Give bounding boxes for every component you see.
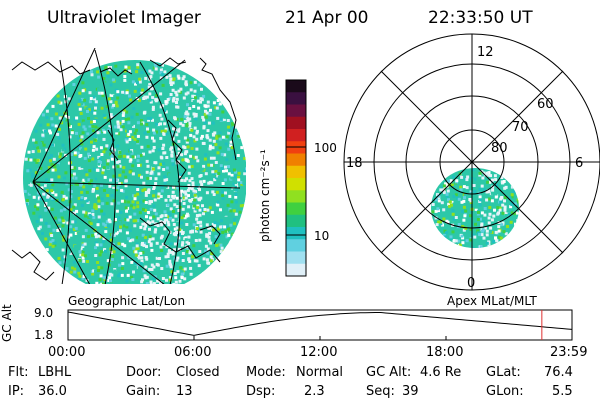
geographic-caption: Geographic Lat/Lon: [68, 294, 186, 308]
colorbar-segment: [286, 214, 306, 228]
colorbar-segment: [286, 190, 306, 203]
timeline-xtick-1200: 12:00: [300, 345, 338, 360]
mlat-label-80: 80: [491, 141, 508, 156]
altitude-curve: [67, 311, 573, 336]
apex-caption: Apex MLat/MLT: [447, 294, 537, 308]
timeline-xtick-0000: 00:00: [48, 345, 86, 360]
glon-value: 5.5: [552, 384, 573, 399]
colorbar-segment: [286, 178, 306, 191]
timeline-ytick-low: 1.8: [34, 328, 54, 342]
colorbar-tick-100: 100: [314, 141, 337, 155]
dsp-value: 2.3: [304, 384, 325, 399]
aurora-speckle: [23, 61, 246, 284]
timeline-xtick-2359: 23:59: [550, 345, 588, 360]
colorbar-segment: [286, 153, 306, 167]
door-label: Door:: [126, 365, 162, 380]
gc-alt-value: 4.6 Re: [420, 365, 462, 380]
mlat-label-60: 60: [537, 97, 554, 112]
colorbar-segment: [286, 116, 306, 130]
glat-label: GLat:: [486, 365, 521, 380]
polar-plot: [343, 33, 600, 291]
colorbar-segment: [286, 263, 306, 277]
mlat-grid: [343, 33, 600, 291]
timeline-xtick-1800: 18:00: [426, 345, 464, 360]
auroral-oval: [431, 168, 519, 248]
colorbar-segment: [286, 129, 306, 142]
colorbar-segment: [286, 80, 306, 93]
mlat-label-70: 70: [512, 120, 529, 135]
door-value: Closed: [176, 365, 220, 380]
gain-value: 13: [176, 384, 193, 399]
observation-date: 21 Apr 00: [285, 8, 369, 28]
instrument-title: Ultraviolet Imager: [47, 8, 201, 28]
colorbar-segment: [286, 92, 306, 105]
coastlines: [11, 57, 237, 281]
colorbar-unit-label: photon cm⁻²s⁻¹: [258, 149, 272, 242]
gc-alt-label: GC Alt:: [366, 365, 412, 380]
colorbar-segment: [286, 251, 306, 265]
colorbar-segment: [286, 141, 306, 154]
observation-time: 22:33:50 UT: [428, 8, 533, 28]
mlt-label-18: 18: [346, 156, 363, 171]
orbit-altitude-timeline: [67, 309, 573, 341]
filter-value: LBHL: [38, 365, 72, 380]
timeline-xtick-0600: 06:00: [174, 345, 212, 360]
color-scale-bar: [285, 79, 307, 277]
colorbar-tick-10: 10: [314, 229, 330, 243]
ip-label: IP:: [8, 384, 25, 399]
mode-value: Normal: [296, 365, 344, 380]
mlt-label-0: 0: [467, 276, 476, 291]
colorbar-segment: [286, 227, 306, 240]
geographic-map: [11, 48, 246, 284]
ip-value: 36.0: [38, 384, 67, 399]
dsp-label: Dsp:: [246, 384, 276, 399]
mlt-label-12: 12: [477, 45, 494, 60]
timeline-axis-label: GC Alt: [0, 304, 14, 342]
filter-label: Flt:: [8, 365, 29, 380]
latlon-grid: [32, 48, 241, 284]
mlt-label-6: 6: [575, 156, 584, 171]
colorbar-segment: [286, 239, 306, 252]
timeline-ytick-high: 9.0: [34, 306, 54, 320]
seq-label: Seq:: [366, 384, 395, 399]
mode-label: Mode:: [246, 365, 286, 380]
glat-value: 76.4: [544, 365, 573, 380]
aurora-image-disk: [23, 60, 246, 284]
colorbar-segment: [286, 165, 306, 179]
colorbar-segment: [286, 202, 306, 216]
colorbar-segment: [286, 104, 306, 118]
glon-label: GLon:: [486, 384, 524, 399]
gain-label: Gain:: [126, 384, 161, 399]
timeline-frame: [67, 309, 573, 341]
seq-value: 39: [402, 384, 419, 399]
